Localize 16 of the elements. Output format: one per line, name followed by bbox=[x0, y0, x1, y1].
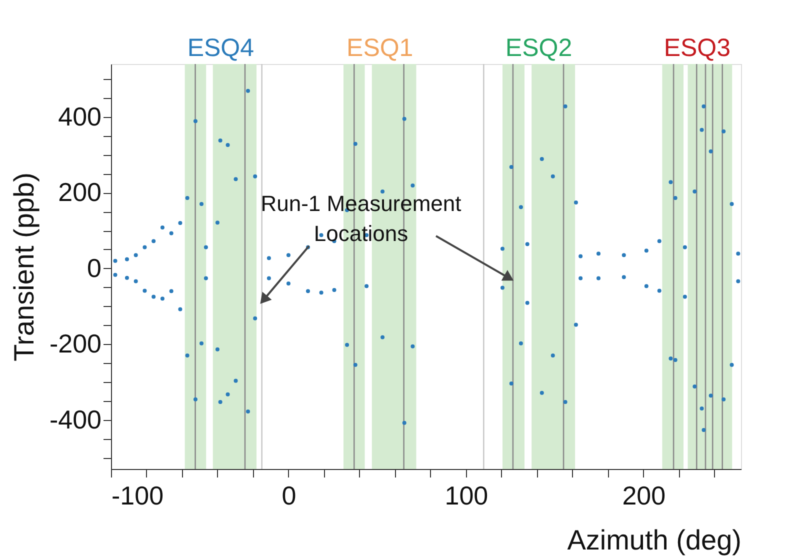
x-tick-label: 200 bbox=[622, 480, 666, 510]
text: ESQ1 bbox=[346, 34, 414, 62]
y-tick-label: -400 bbox=[49, 404, 102, 434]
x-tick-label: 100 bbox=[444, 480, 488, 510]
annotation: Run-1 Measurement Locations bbox=[260, 191, 462, 246]
x-axis-title: Azimuth (deg) bbox=[567, 524, 742, 556]
text: ESQ3 bbox=[664, 34, 731, 62]
text: ESQ4 bbox=[187, 34, 254, 62]
y-tick-label: 0 bbox=[87, 252, 102, 283]
x-tick-label: -100 bbox=[112, 480, 164, 510]
y-axis-title: Transient (ppb) bbox=[8, 172, 40, 362]
y-tick-label: 400 bbox=[58, 101, 102, 132]
y-tick-label: -200 bbox=[49, 328, 102, 359]
y-tick-label: 200 bbox=[58, 177, 102, 208]
text: ESQ2 bbox=[505, 34, 572, 62]
x-tick-label: 0 bbox=[282, 480, 296, 510]
